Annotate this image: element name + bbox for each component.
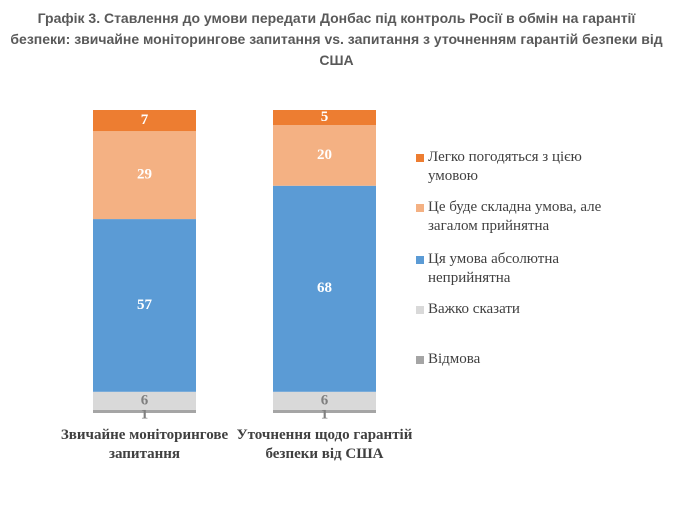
bar-segment: [93, 110, 196, 132]
data-label: 7: [141, 112, 149, 128]
data-label: 6: [141, 392, 149, 408]
data-label: 1: [141, 406, 149, 422]
legend-swatch: [416, 306, 424, 314]
x-tick-label: Звичайне моніторингове запитання: [60, 427, 229, 462]
bar-segment: [273, 185, 376, 392]
data-label: 68: [317, 280, 332, 296]
legend-label: Важко сказати: [428, 301, 520, 317]
legend-label: Це буде складна умова, але загалом прийн…: [428, 199, 602, 234]
bar-segment: [93, 409, 196, 413]
data-label: 6: [321, 392, 329, 408]
legend-label: Легко погодяться з цією умовою: [428, 149, 582, 184]
data-label: 20: [317, 147, 332, 163]
bar-segment: [93, 391, 196, 410]
legend-label: Ця умова абсолютна неприйнятна: [428, 251, 560, 286]
bar-segment: [273, 409, 376, 413]
data-label: 29: [137, 167, 152, 183]
data-label: 5: [321, 109, 329, 125]
legend-swatch: [416, 204, 424, 212]
data-label: 1: [321, 406, 329, 422]
bar-segment: [273, 110, 376, 126]
x-tick-label: Уточнення щодо гарантій безпеки від США: [236, 427, 413, 462]
bar-segment: [93, 219, 196, 392]
chart-title: Графік 3. Ставлення до умови передати До…: [10, 10, 663, 68]
data-label: 57: [137, 297, 153, 313]
legend-swatch: [416, 356, 424, 364]
bar-segment: [93, 131, 196, 220]
legend-label: Відмова: [428, 351, 481, 367]
bar-segment: [273, 391, 376, 410]
bar-segment: [273, 125, 376, 186]
legend-swatch: [416, 256, 424, 264]
legend-swatch: [416, 154, 424, 162]
